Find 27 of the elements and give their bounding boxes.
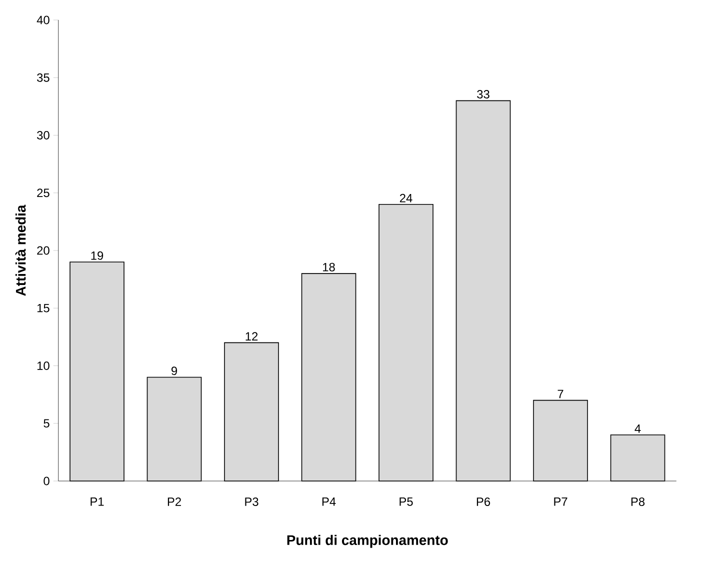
y-tick-label: 40 [36,16,50,24]
x-tick-label: P1 [90,498,104,506]
y-tick-label: 30 [37,131,50,140]
y-tick-label: 5 [44,419,50,428]
data-label: 12 [246,332,258,341]
data-label: 4 [634,424,641,433]
y-tick-label: 25 [37,188,50,198]
data-label: 9 [171,366,178,376]
data-label: 19 [91,251,104,260]
y-tick-label: 35 [37,73,50,82]
x-tick-label: P5 [400,498,413,506]
x-tick-label: P2 [168,498,181,506]
x-tick-label: P7 [554,498,568,506]
data-label: 24 [400,194,412,202]
data-label: 18 [323,262,335,272]
y-axis-title: Attività media [15,204,26,296]
x-tick-label: P3 [245,498,258,506]
data-label: 7 [558,390,564,398]
data-label: 33 [477,90,490,98]
x-tick-label: P8 [631,498,645,506]
x-axis-title: Punti di campionamento [287,534,448,548]
y-tick-label: 20 [37,246,50,255]
y-tick-label: 15 [37,304,50,312]
x-tick-label: P6 [476,498,490,506]
x-tick-label: P4 [322,498,336,506]
y-tick-label: 0 [44,476,50,486]
y-tick-label: 10 [37,362,50,370]
